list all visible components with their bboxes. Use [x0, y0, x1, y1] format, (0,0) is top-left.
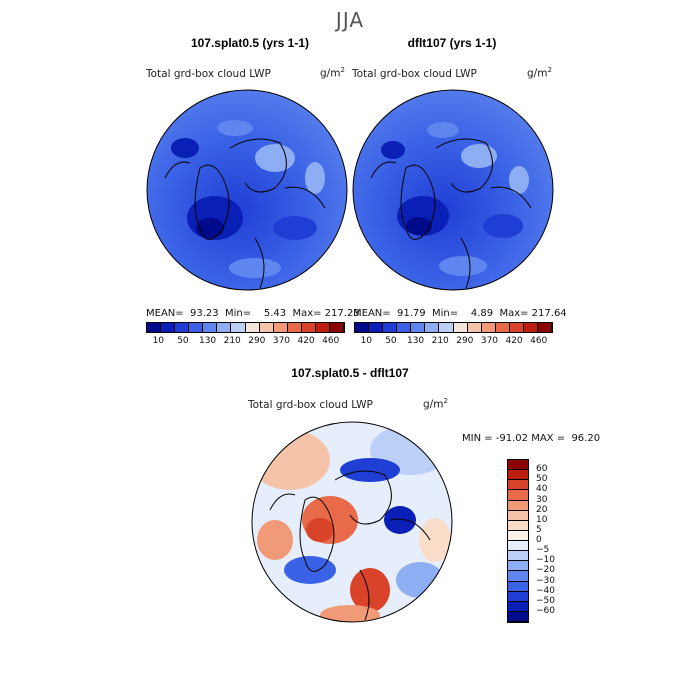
colorbar-tick-label: 5 [536, 524, 542, 535]
colorbar-swatch [467, 323, 482, 332]
colorbar-tick-label: −30 [536, 575, 555, 586]
colorbar-tick-label: −40 [536, 585, 555, 596]
colorbar-swatch [287, 323, 302, 332]
colorbar-tick-label: 420 [297, 336, 315, 346]
colorbar-swatch [508, 581, 528, 592]
colorbar-tick-label: 370 [480, 336, 499, 346]
panel-right-stats: MEAN= 91.79 Min= 4.89 Max= 217.64 [353, 308, 567, 319]
colorbar-swatch [147, 323, 162, 332]
panel-left-title: 107.splat0.5 (yrs 1-1) [190, 36, 310, 50]
colorbar-swatch [508, 510, 528, 521]
colorbar-swatch [217, 323, 232, 332]
colorbar-swatch [369, 323, 384, 332]
panel-right-title: dflt107 (yrs 1-1) [407, 36, 497, 50]
colorbar-swatch [175, 323, 190, 332]
colorbar-tick-label: 10 [152, 336, 165, 346]
difference-title: 107.splat0.5 - dflt107 [291, 366, 409, 380]
colorbar-swatch [481, 323, 496, 332]
colorbar-tick-label: 50 [536, 474, 548, 485]
colorbar-tick-label: −50 [536, 595, 555, 606]
colorbar-tick-label: −10 [536, 555, 555, 566]
colorbar-tick-label: −5 [536, 545, 550, 556]
colorbar-swatch [259, 323, 274, 332]
colorbar-swatch [508, 520, 528, 531]
colorbar-swatch [508, 601, 528, 612]
colorbar-tick-label: 60 [536, 464, 548, 475]
panel-left-variable: Total grd-box cloud LWP [146, 68, 271, 80]
panel-right-variable: Total grd-box cloud LWP [352, 68, 477, 80]
panel-right-units: g/m2 [527, 66, 552, 80]
colorbar-tick-label: 130 [406, 336, 425, 346]
difference-units: g/m2 [423, 397, 448, 411]
colorbar-tick-label: 10 [536, 514, 548, 525]
polar-map-right [352, 89, 554, 291]
colorbar-tick-label: 460 [322, 336, 340, 346]
colorbar-tick-label: 290 [456, 336, 474, 346]
colorbar-swatch [411, 323, 426, 332]
colorbar-swatch [508, 611, 528, 622]
colorbar-swatch [508, 490, 528, 501]
colorbar-tick-label: 0 [536, 535, 542, 545]
colorbar-tick-label: 460 [530, 336, 548, 346]
colorbar-tick-label: 420 [505, 336, 523, 346]
colorbar-swatch [161, 323, 176, 332]
colorbar-tick-label: 30 [536, 494, 548, 505]
panel-left-units: g/m2 [320, 66, 345, 80]
colorbar-tick-label: 130 [198, 336, 217, 346]
colorbar-swatch [355, 323, 370, 332]
colorbar-tick-label: 10 [360, 336, 373, 346]
colorbar-tick-label: 210 [223, 336, 241, 346]
panel-left-stats: MEAN= 93.23 Min= 5.43 Max= 217.23 [146, 308, 360, 319]
season-title: JJA [335, 8, 365, 32]
colorbar-swatch [315, 323, 331, 332]
colorbar-tick-label: 290 [248, 336, 266, 346]
colorbar-tick-label: 50 [177, 336, 189, 346]
colorbar-swatch [383, 323, 398, 332]
colorbar-swatch [508, 470, 528, 481]
colorbar-left [146, 322, 345, 333]
colorbar-swatch [453, 323, 468, 332]
difference-minmax: MIN = -91.02 MAX = 96.20 [462, 433, 601, 444]
colorbar-swatch [508, 541, 528, 552]
colorbar-swatch [523, 323, 539, 332]
colorbar-tick-label: 210 [431, 336, 449, 346]
colorbar-swatch [495, 323, 510, 332]
difference-variable: Total grd-box cloud LWP [248, 399, 373, 411]
colorbar-swatch [538, 323, 553, 332]
colorbar-tick-label: 370 [272, 336, 291, 346]
colorbar-swatch [330, 323, 345, 332]
polar-map-difference [251, 421, 453, 623]
colorbar-swatch [508, 530, 528, 541]
colorbar-tick-label: 40 [536, 484, 548, 495]
colorbar-swatch [273, 323, 288, 332]
colorbar-swatch [231, 323, 246, 332]
colorbar-swatch [203, 323, 218, 332]
colorbar-right [354, 322, 553, 333]
colorbar-swatch [508, 591, 528, 602]
colorbar-swatch [425, 323, 440, 332]
colorbar-tick-label: −20 [536, 565, 555, 576]
colorbar-tick-label: 50 [385, 336, 397, 346]
colorbar-swatch [509, 323, 524, 332]
colorbar-swatch [508, 571, 528, 582]
colorbar-tick-label: −60 [536, 605, 555, 616]
colorbar-swatch [508, 561, 528, 572]
colorbar-difference [507, 459, 529, 623]
colorbar-swatch [301, 323, 316, 332]
colorbar-swatch [439, 323, 454, 332]
colorbar-swatch [508, 480, 528, 491]
colorbar-swatch [397, 323, 412, 332]
colorbar-swatch [189, 323, 204, 332]
colorbar-swatch [508, 500, 528, 511]
colorbar-swatch [508, 460, 528, 471]
colorbar-swatch [245, 323, 260, 332]
colorbar-swatch [508, 551, 528, 562]
colorbar-tick-label: 20 [536, 504, 548, 515]
polar-map-left [146, 89, 348, 291]
